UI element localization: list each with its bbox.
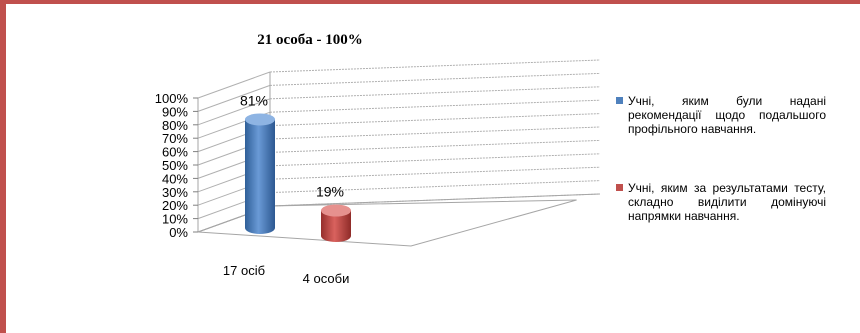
- chart-title: 21 особа - 100%: [257, 32, 363, 48]
- bar-1-body: [245, 119, 275, 234]
- y-tick-label: 0%: [169, 225, 188, 240]
- legend-swatch-red: [616, 184, 623, 191]
- legend-swatch-blue: [616, 97, 623, 104]
- data-label-2: 19%: [316, 184, 344, 200]
- gridline-back: [269, 180, 601, 194]
- gridline-back: [269, 99, 601, 113]
- gridline-back: [269, 72, 601, 86]
- y-tick-label: 70%: [162, 131, 188, 146]
- gridline-back: [269, 113, 601, 127]
- y-tick-label: 10%: [162, 212, 188, 227]
- y-tick-label: 100%: [155, 91, 189, 106]
- y-tick-label: 80%: [162, 118, 188, 133]
- gridline-back: [269, 59, 601, 73]
- gridline-side: [197, 84, 271, 112]
- gridline-back: [269, 166, 601, 180]
- legend-item-1: Учні, яким були надані рекомендації щодо…: [616, 94, 826, 136]
- bars: [245, 113, 351, 242]
- y-axis: 0%10%20%30%40%50%60%70%80%90%100%: [155, 91, 198, 240]
- data-labels: 81% 19%: [240, 92, 344, 199]
- x-axis: 17 осіб 4 особи: [223, 263, 349, 286]
- legend-label-2: Учні, яким за результатами тесту, складн…: [628, 181, 826, 223]
- y-tick-label: 30%: [162, 185, 188, 200]
- gridlines: [197, 59, 601, 233]
- gridline-side: [197, 98, 271, 126]
- y-tick-label: 20%: [162, 198, 188, 213]
- data-label-1: 81%: [240, 92, 268, 108]
- category-label-2: 4 особи: [303, 271, 350, 286]
- y-tick-label: 90%: [162, 104, 188, 119]
- category-label-1: 17 осіб: [223, 263, 265, 278]
- bar-1-top: [245, 113, 275, 126]
- gridline-back: [269, 153, 601, 167]
- legend-item-2: Учні, яким за результатами тесту, складн…: [616, 181, 826, 223]
- bar-2-body: [321, 210, 351, 242]
- gridline-back: [269, 126, 601, 140]
- legend-label-1: Учні, яким були надані рекомендації щодо…: [628, 94, 826, 136]
- bar-2-top: [321, 204, 351, 217]
- y-tick-label: 60%: [162, 145, 188, 160]
- y-tick-label: 40%: [162, 171, 188, 186]
- gridline-back: [269, 86, 601, 100]
- y-tick-label: 50%: [162, 158, 188, 173]
- gridline-back: [269, 139, 601, 153]
- gridline-side: [197, 71, 271, 99]
